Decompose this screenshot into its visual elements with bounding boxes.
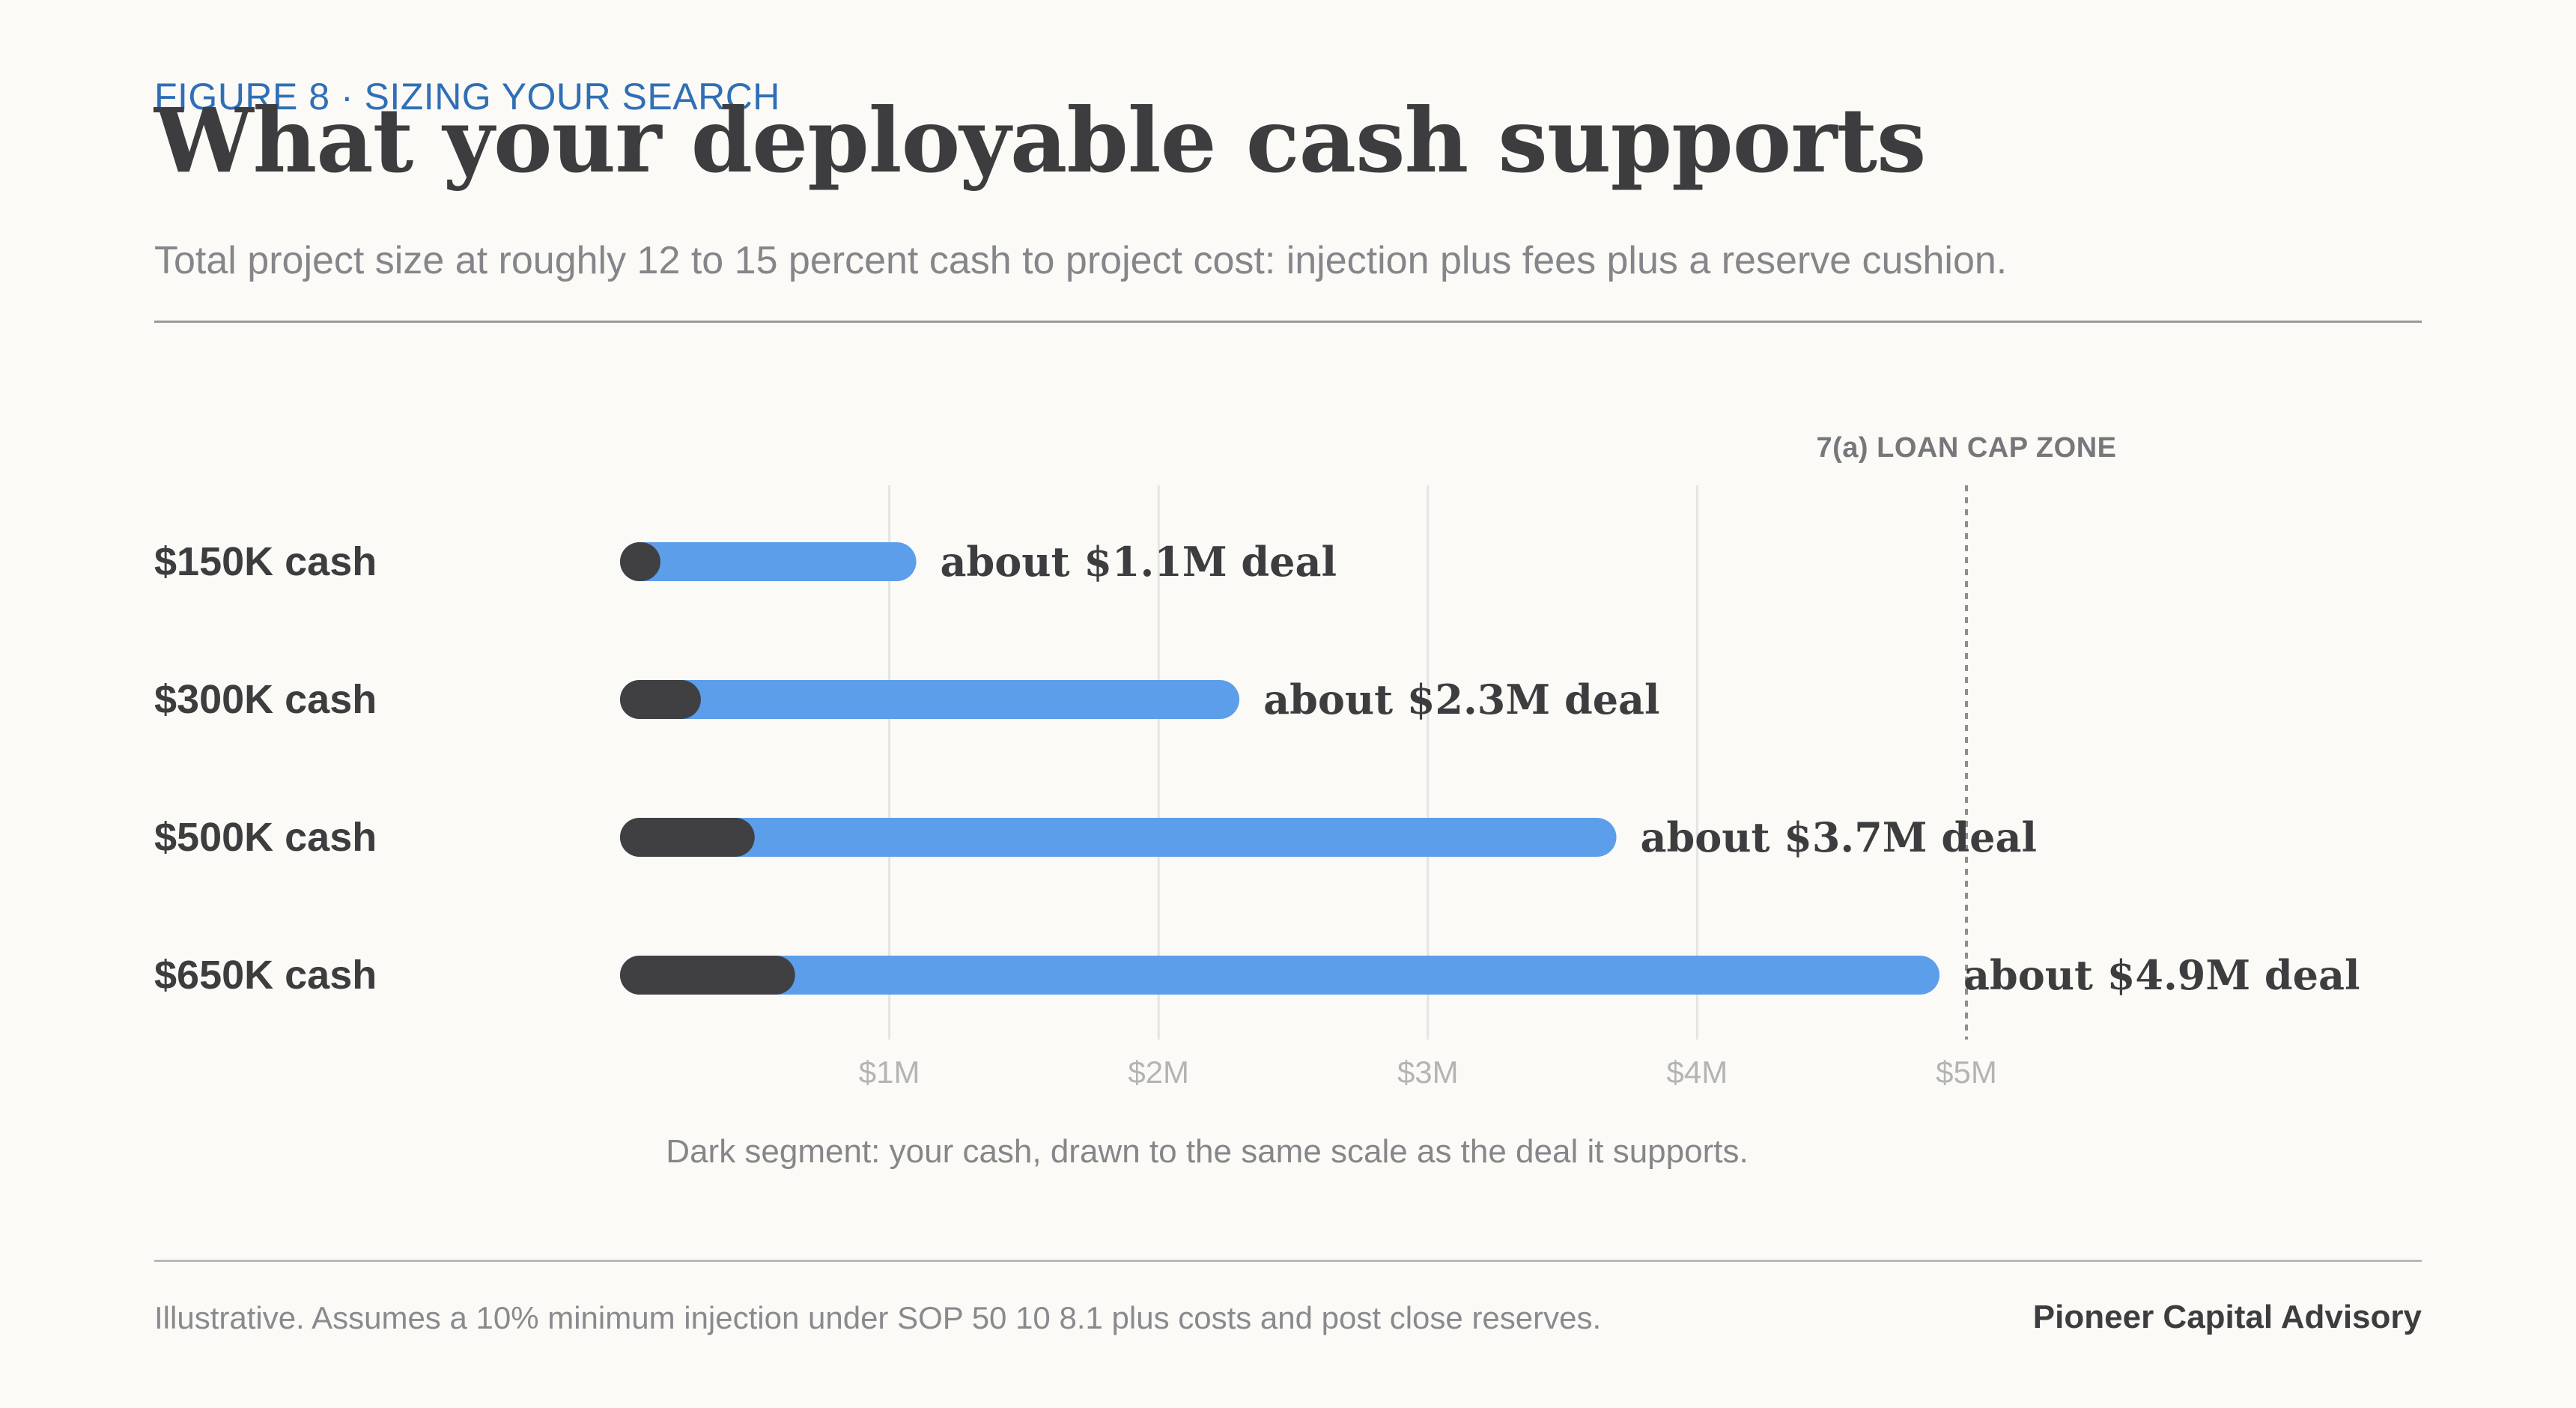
page-title: What your deployable cash supports bbox=[154, 88, 1926, 192]
row-label: $300K cash bbox=[154, 677, 377, 722]
brand-name: Pioneer Capital Advisory bbox=[2032, 1299, 2422, 1335]
header-divider bbox=[154, 321, 2422, 323]
x-tick-label: $1M bbox=[859, 1055, 920, 1090]
loan-cap-label: 7(a) LOAN CAP ZONE bbox=[1816, 432, 2116, 464]
deal-data-label: about $3.7M deal bbox=[1641, 813, 2037, 861]
x-tick-label: $4M bbox=[1667, 1055, 1728, 1090]
page-subtitle: Total project size at roughly 12 to 15 p… bbox=[154, 239, 2008, 282]
deal-data-label: about $2.3M deal bbox=[1263, 676, 1659, 723]
footnote: Illustrative. Assumes a 10% minimum inje… bbox=[154, 1300, 1602, 1335]
chart-note: Dark segment: your cash, drawn to the sa… bbox=[666, 1133, 1748, 1170]
deal-data-label: about $4.9M deal bbox=[1963, 951, 2360, 999]
cash-bar bbox=[620, 680, 701, 719]
x-tick-label: $2M bbox=[1128, 1055, 1189, 1090]
cash-bar bbox=[620, 818, 755, 857]
footer-divider bbox=[154, 1260, 2422, 1262]
deal-bar bbox=[620, 818, 1617, 857]
cash-bar bbox=[620, 542, 660, 581]
row-label: $650K cash bbox=[154, 953, 377, 998]
deal-bar bbox=[620, 956, 1940, 995]
deal-data-label: about $1.1M deal bbox=[941, 538, 1337, 586]
x-tick-label: $5M bbox=[1936, 1055, 1997, 1090]
deal-bar bbox=[620, 542, 917, 581]
figure-eyebrow: FIGURE 8 · SIZING YOUR SEARCH bbox=[154, 76, 780, 118]
x-tick-label: $3M bbox=[1397, 1055, 1459, 1090]
row-label: $500K cash bbox=[154, 815, 377, 860]
row-label: $150K cash bbox=[154, 539, 377, 584]
cash-bar bbox=[620, 956, 795, 995]
deal-bar bbox=[620, 680, 1240, 719]
